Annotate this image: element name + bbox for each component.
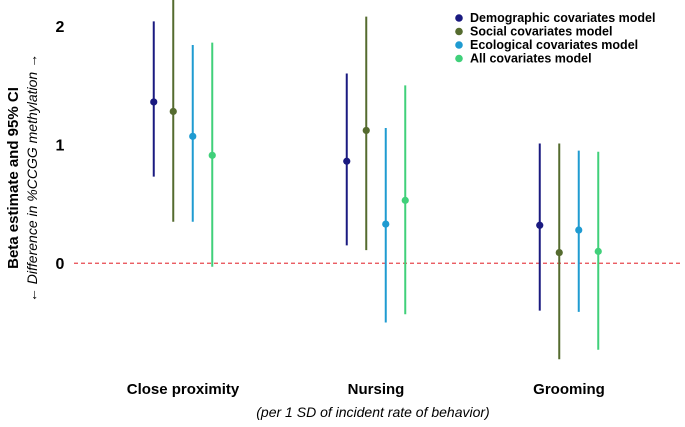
estimate-point	[382, 220, 390, 228]
legend-marker	[455, 27, 463, 36]
y-axis-title: Beta estimate and 95% CI ← Difference in…	[5, 54, 40, 302]
estimate-point	[594, 247, 602, 255]
legend-marker	[455, 54, 463, 63]
estimate-point	[401, 196, 409, 204]
estimate-point	[208, 151, 216, 159]
y-axis-label: Beta estimate and 95% CI	[5, 87, 22, 269]
legend-marker	[455, 41, 463, 49]
estimate-point	[575, 226, 583, 234]
estimate-point	[169, 107, 177, 116]
estimate-point	[189, 132, 197, 140]
estimate-point	[362, 126, 370, 135]
x-axis-label: (per 1 SD of incident rate of behavior)	[256, 404, 489, 420]
legend-entry: All covariates model	[470, 52, 592, 66]
estimate-point	[150, 98, 158, 106]
y-tick-label: 2	[56, 19, 65, 36]
x-axis-categories: Close proximity Nursing Grooming	[127, 381, 605, 398]
legend-marker	[455, 14, 463, 22]
category-label: Grooming	[533, 381, 605, 398]
y-tick-label: 1	[56, 138, 65, 155]
y-tick-label: 0	[56, 256, 65, 273]
y-axis-ticks: 0 1 2	[56, 19, 65, 273]
estimate-point	[343, 157, 351, 165]
y-axis-sublabel: ← Difference in %CCGG methylation →	[24, 54, 40, 302]
legend-entry: Social covariates model	[470, 25, 612, 39]
category-label: Nursing	[348, 381, 405, 398]
legend-entry: Ecological covariates model	[470, 38, 638, 52]
estimate-point	[536, 221, 544, 229]
legend-entry: Demographic covariates model	[470, 11, 655, 25]
category-label: Close proximity	[127, 381, 240, 398]
estimate-point	[555, 248, 563, 257]
error-bars	[150, 0, 602, 360]
